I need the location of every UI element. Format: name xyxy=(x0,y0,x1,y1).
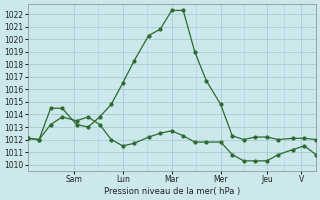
X-axis label: Pression niveau de la mer( hPa ): Pression niveau de la mer( hPa ) xyxy=(104,187,240,196)
